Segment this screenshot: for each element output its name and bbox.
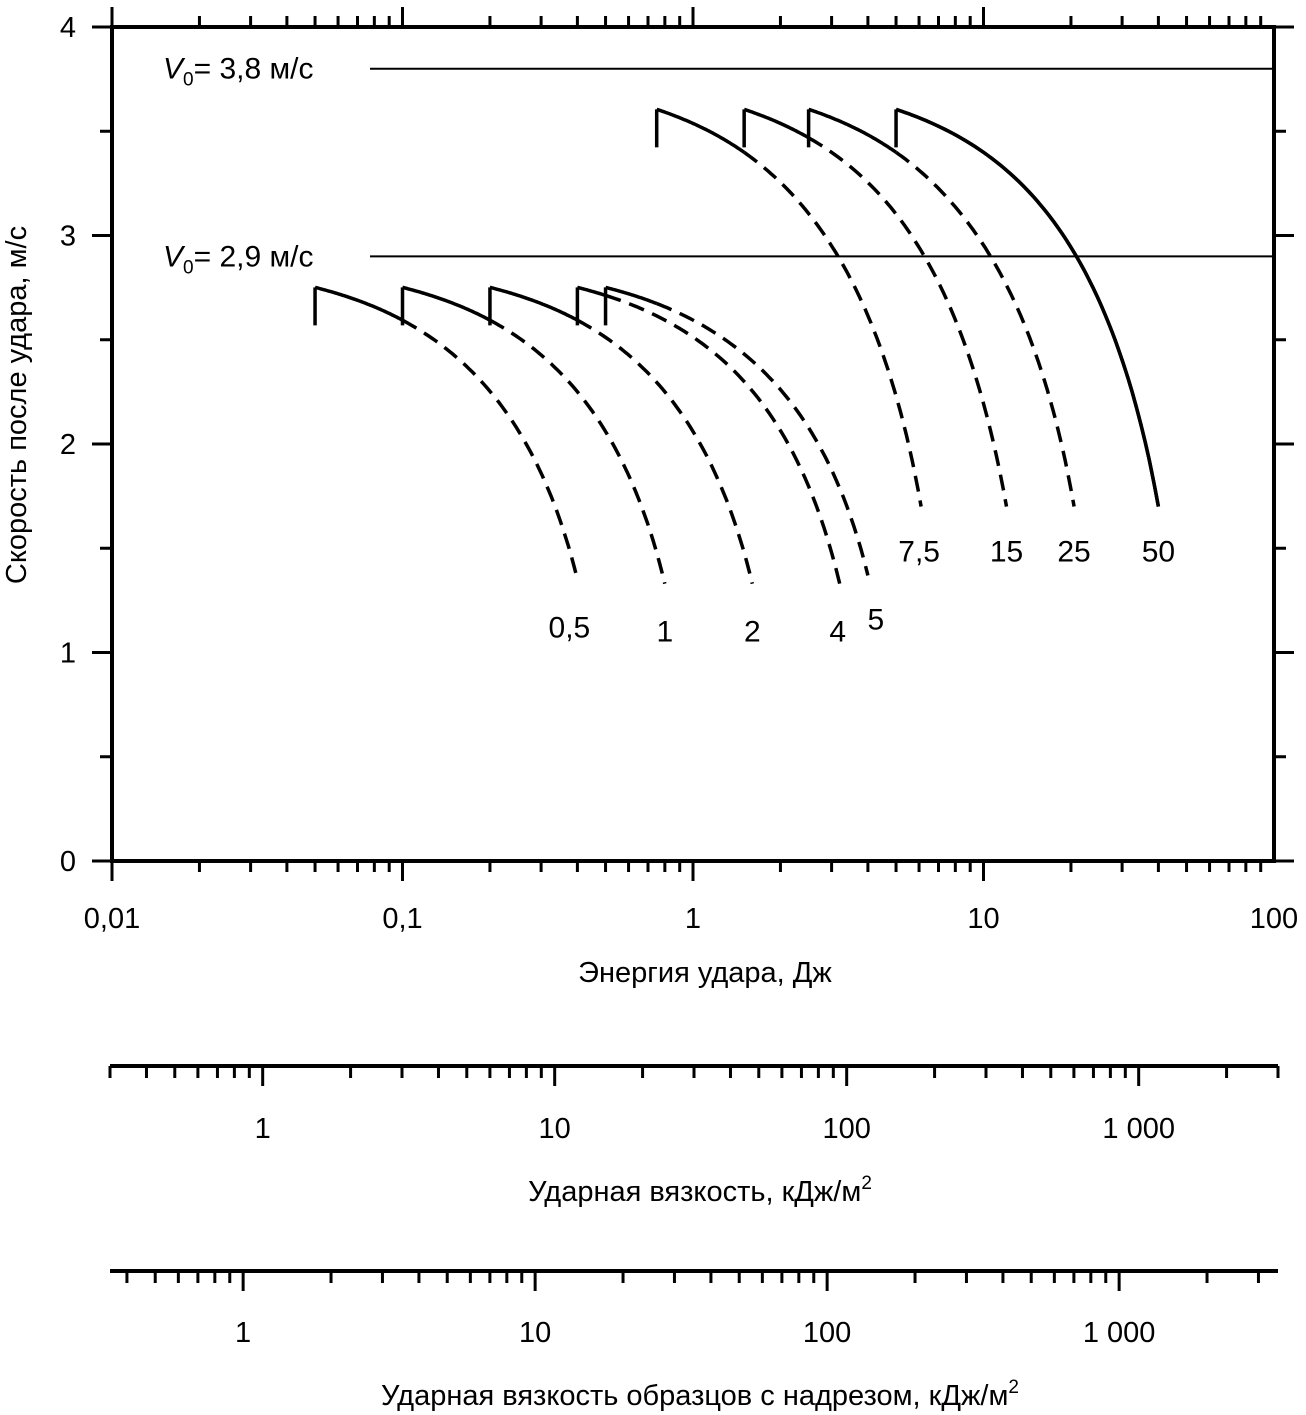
y-tick-label: 4 (60, 12, 76, 44)
main-axis-ticks (92, 7, 1294, 881)
curve-solid-segment (605, 285, 658, 306)
secondary-axis-tick-label: 10 (519, 1317, 551, 1349)
curve-dashed-segment (895, 150, 1076, 507)
curve-solid-segment (656, 107, 746, 154)
x-tick-label: 0,01 (84, 903, 140, 935)
secondary-axis-tick-label: 100 (803, 1317, 851, 1349)
x-tick-label: 10 (967, 903, 999, 935)
secondary-axis-tick-label: 1 000 (1083, 1317, 1156, 1349)
curve-label: 15 (990, 536, 1023, 569)
reference-line-label: V0= 3,8 м/с (163, 53, 313, 91)
secondary-axis-tick-label: 1 000 (1102, 1113, 1175, 1145)
curve-solid-segment (402, 285, 491, 322)
curve-dashed-segment (576, 318, 754, 585)
curve-label: 2 (744, 616, 761, 649)
curve-dashed-segment (489, 318, 667, 585)
curve-label: 50 (1142, 536, 1175, 569)
secondary-axis-title: Ударная вязкость образцов с надрезом, кД… (381, 1377, 1019, 1412)
reference-line-label: V0= 2,9 м/с (163, 240, 313, 278)
y-tick-label: 1 (60, 638, 76, 670)
curve-dashed-segment (743, 150, 923, 507)
y-axis-title: Скорость после удара, м/с (1, 226, 33, 584)
secondary-axis-title: Ударная вязкость, кДж/м2 (528, 1173, 872, 1208)
curve-solid-segment (314, 285, 404, 322)
curve-label: 25 (1057, 536, 1090, 569)
curve-dashed-segment (656, 301, 870, 576)
plot-frame (110, 25, 1276, 863)
curve-solid-segment (895, 107, 1161, 507)
x-tick-label: 100 (1250, 903, 1298, 935)
curve-solid-segment (577, 285, 606, 298)
curve-label: 7,5 (898, 536, 940, 569)
curve-label: 4 (829, 616, 846, 649)
curve-label: 1 (657, 616, 674, 649)
tick-labels: 0,01 0,1 1 10 100 0 1 2 3 4 (60, 12, 1298, 935)
curve-dashed-segment (401, 318, 580, 580)
x-tick-label: 1 (685, 903, 701, 935)
curve-solid-segment (743, 107, 810, 140)
curve-solid-segment (808, 107, 898, 154)
y-tick-label: 3 (60, 221, 76, 253)
secondary-axis-tick-label: 1 (255, 1113, 271, 1145)
curve-dashed-segment (807, 136, 1009, 507)
curves: 0,5 1 2 4 5 7,5 15 25 50 (313, 107, 1175, 649)
curve-solid-segment (895, 107, 1161, 507)
curve-solid-segment (489, 285, 579, 322)
x-axis-title: Энергия удара, Дж (578, 957, 832, 989)
secondary-axis-tick-label: 1 (235, 1317, 251, 1349)
secondary-axis-tick-label: 10 (539, 1113, 571, 1145)
y-tick-label: 2 (60, 429, 76, 461)
curve-label: 0,5 (549, 612, 591, 645)
secondary-axes: 1 10 100 1 000 Ударная вязкость, кДж/м2 1 10 10… (108, 1064, 1280, 1412)
y-tick-label: 0 (60, 846, 76, 878)
x-tick-label: 0,1 (382, 903, 422, 935)
curve-label: 5 (868, 603, 885, 636)
reference-lines: V0= 3,8 м/с V0= 2,9 м/с (163, 53, 1274, 278)
curve-dashed-segment (605, 293, 842, 585)
secondary-axis-tick-label: 100 (822, 1113, 870, 1145)
